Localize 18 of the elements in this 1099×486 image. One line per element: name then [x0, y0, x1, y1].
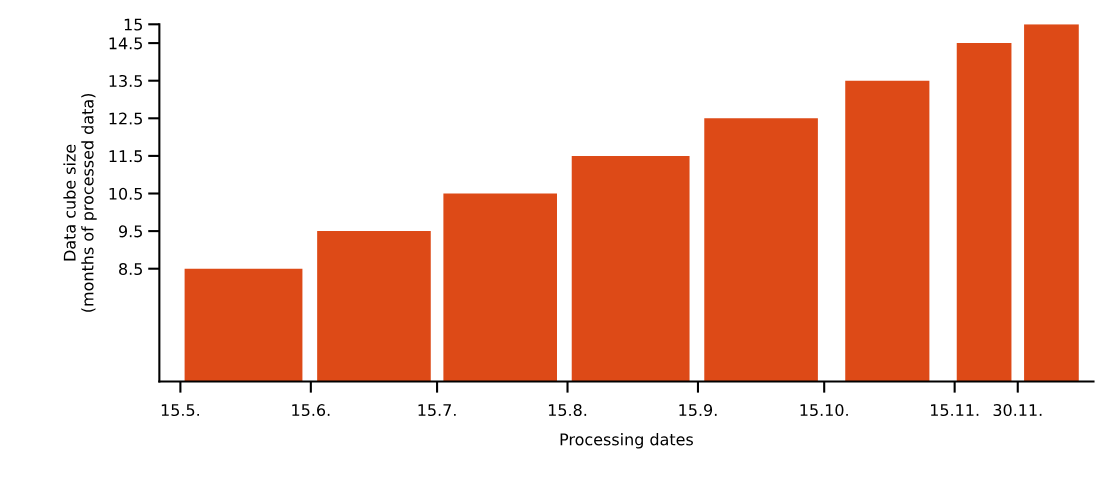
x-tick-label: 15.11. — [931, 404, 979, 417]
y-tick-label: 8.5 — [119, 262, 142, 275]
y-tick-label: 12.5 — [109, 112, 142, 125]
x-tick-label: 15.9. — [679, 404, 717, 417]
x-tick-label: 15.6. — [292, 404, 330, 417]
x-tick-label: 30.11. — [993, 404, 1042, 417]
y-tick-label: 13.5 — [109, 74, 142, 87]
x-tick-label: 15.7. — [418, 404, 456, 417]
x-axis-title: Processing dates — [560, 433, 693, 449]
y-tick-label: 10.5 — [109, 187, 142, 200]
x-tick-label: 15.10. — [800, 404, 848, 417]
y-tick-label: 9.5 — [118, 225, 142, 238]
y-tick-label: 15 — [124, 18, 142, 31]
y-tick-label: 14.5 — [109, 37, 142, 50]
y-tick-label: 11.5 — [109, 150, 142, 163]
x-tick-label: 15.8. — [548, 404, 587, 417]
y-axis-title: Data cube size (months of processed data) — [63, 94, 97, 312]
x-tick-label: 15.5. — [161, 404, 199, 417]
